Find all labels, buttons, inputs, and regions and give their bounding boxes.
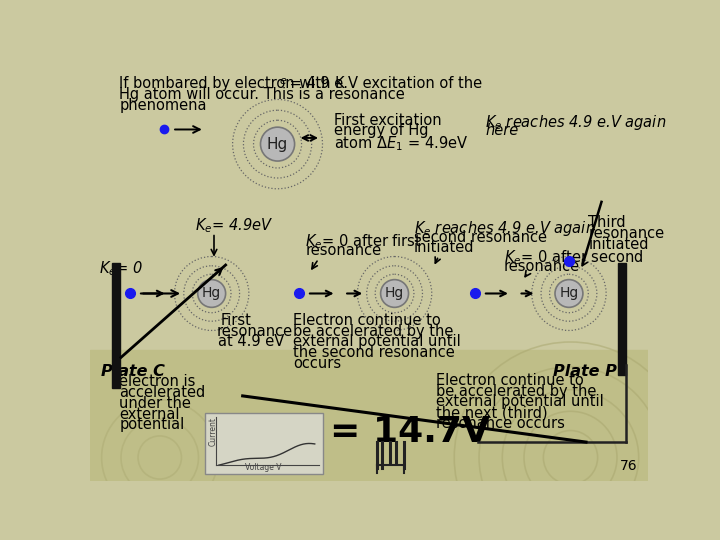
- Text: potential: potential: [120, 417, 185, 433]
- Text: external potential until: external potential until: [436, 394, 604, 409]
- Text: second resonance: second resonance: [414, 230, 547, 245]
- Text: external: external: [120, 407, 180, 422]
- Text: the next (third): the next (third): [436, 405, 548, 420]
- Text: If bombared by electron with K: If bombared by electron with K: [120, 76, 345, 91]
- Text: resonance occurs: resonance occurs: [436, 416, 565, 431]
- Text: the second resonance: the second resonance: [293, 345, 455, 360]
- Text: be accelerated by the: be accelerated by the: [293, 323, 454, 339]
- Text: $K_e$ reaches 4.9 e.V again: $K_e$ reaches 4.9 e.V again: [414, 219, 595, 238]
- Text: initiated: initiated: [588, 237, 649, 252]
- Text: accelerated: accelerated: [120, 385, 206, 400]
- Text: occurs: occurs: [293, 356, 341, 371]
- Text: here: here: [485, 123, 518, 138]
- Circle shape: [261, 127, 294, 161]
- Text: Electron continue to: Electron continue to: [293, 313, 441, 328]
- Text: external potential until: external potential until: [293, 334, 461, 349]
- Text: Plate C: Plate C: [101, 363, 165, 379]
- Text: Voltage V: Voltage V: [245, 463, 281, 472]
- Text: resonance: resonance: [305, 244, 382, 259]
- Text: $K_e$= 4.9eV: $K_e$= 4.9eV: [194, 217, 273, 235]
- Text: resonance: resonance: [588, 226, 665, 241]
- Text: resonance: resonance: [216, 323, 292, 339]
- Text: 76: 76: [619, 459, 637, 473]
- Text: $K_e$= 0: $K_e$= 0: [99, 260, 143, 278]
- Text: $K_e$ reaches 4.9 e.V again: $K_e$ reaches 4.9 e.V again: [485, 112, 667, 132]
- Text: be accelerated by the: be accelerated by the: [436, 383, 597, 399]
- Text: First: First: [220, 313, 251, 328]
- Bar: [112, 264, 120, 388]
- Text: $K_e$= 0 after first: $K_e$= 0 after first: [305, 233, 423, 251]
- Text: Plate P: Plate P: [554, 363, 617, 379]
- Text: e: e: [279, 76, 286, 86]
- Text: Hg: Hg: [267, 137, 288, 152]
- Text: Electron continue to: Electron continue to: [436, 373, 584, 388]
- Text: = 14.7V: = 14.7V: [330, 415, 490, 449]
- Bar: [618, 264, 626, 375]
- Circle shape: [555, 280, 583, 307]
- Circle shape: [381, 280, 408, 307]
- Text: resonance: resonance: [504, 259, 580, 274]
- Text: Hg atom will occur. This is a resonance: Hg atom will occur. This is a resonance: [120, 87, 405, 102]
- Text: Third: Third: [588, 215, 626, 230]
- Text: initiated: initiated: [414, 240, 474, 255]
- Text: Hg: Hg: [559, 287, 579, 300]
- Text: Hg: Hg: [202, 287, 221, 300]
- Bar: [204, 413, 323, 475]
- Text: atom $\Delta E_1$ = 4.9eV: atom $\Delta E_1$ = 4.9eV: [334, 134, 469, 153]
- Text: energy of Hg: energy of Hg: [334, 123, 428, 138]
- Text: at 4.9 eV: at 4.9 eV: [218, 334, 284, 349]
- Text: $K_e$= 0 after second: $K_e$= 0 after second: [504, 248, 643, 267]
- Text: electron is: electron is: [120, 374, 196, 389]
- Text: phenomena: phenomena: [120, 98, 207, 113]
- Text: First excitation: First excitation: [334, 112, 442, 127]
- Text: Hg: Hg: [385, 287, 404, 300]
- Bar: [90, 350, 648, 481]
- Text: under the: under the: [120, 396, 192, 411]
- Text: Current: Current: [209, 417, 217, 445]
- Text: = 4.9 e.V excitation of the: = 4.9 e.V excitation of the: [284, 76, 482, 91]
- Circle shape: [198, 280, 225, 307]
